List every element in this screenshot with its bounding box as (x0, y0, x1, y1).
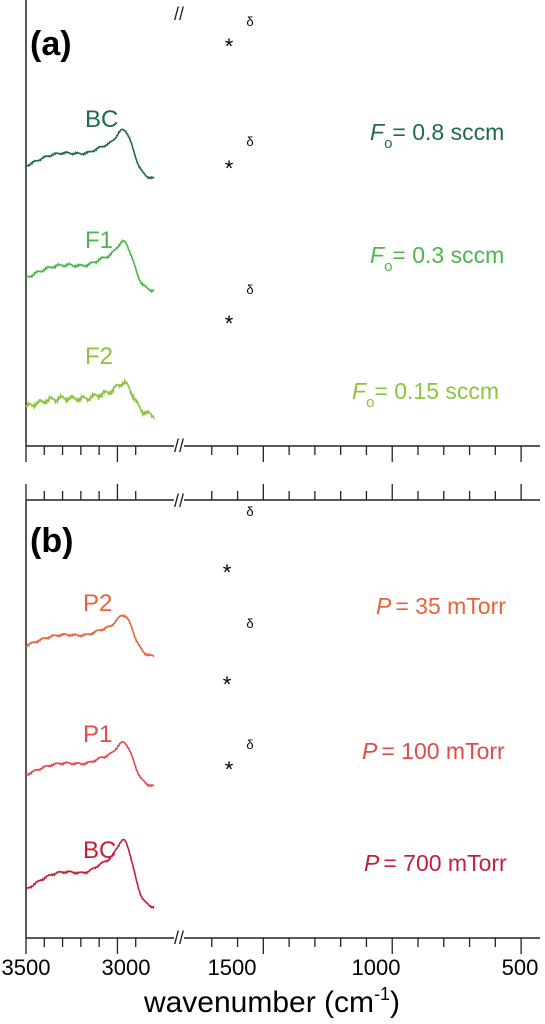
spectrum-p1-high (25, 740, 155, 788)
panel-b: // // (b) P2 P1 BC P = 35 mTorr P = 100 mT… (26, 484, 540, 954)
spectrum-bc-high (25, 128, 155, 180)
panel-a-ticks (25, 446, 522, 462)
star-marker-bc-a: * (225, 34, 234, 59)
panel-b-label: (b) (30, 522, 73, 560)
star-marker-f1: * (225, 156, 234, 181)
delta-marker-f2: δ (246, 282, 253, 297)
tick-label-3000: 3000 (102, 955, 151, 980)
annotation-f2: Fo= 0.15 sccm (352, 378, 499, 411)
panel-b-break-top: // (174, 491, 184, 511)
spectrum-p2-high (25, 614, 155, 658)
delta-marker-bc-a: δ (246, 14, 253, 29)
delta-marker-bc-b: δ (246, 737, 253, 752)
star-marker-f2: * (225, 311, 234, 336)
tick-label-1500: 1500 (208, 955, 257, 980)
panel-b-ticks (25, 484, 522, 954)
star-marker-p1: * (223, 672, 232, 697)
series-label-bc-b: BC (83, 837, 116, 864)
series-label-f2: F2 (85, 343, 113, 370)
spectrum-f2-high (25, 377, 155, 420)
annotation-f1: Fo= 0.3 sccm (370, 242, 504, 275)
panel-b-break-bottom: // (174, 928, 184, 948)
panel-a-label: (a) (30, 25, 72, 63)
star-marker-bc-b: * (225, 757, 234, 782)
series-label-f1: F1 (85, 227, 113, 254)
delta-marker-f1: δ (246, 134, 253, 149)
annotation-bc-a: Fo= 0.8 sccm (370, 119, 504, 152)
series-label-p2: P2 (83, 590, 112, 617)
panel-a: // // (a) BC F1 F2 Fo= 0.8 sccm Fo= 0.3 … (26, 0, 540, 462)
series-label-bc-a: BC (85, 106, 118, 133)
panel-a-break-bottom: // (174, 436, 184, 456)
series-label-p1: P1 (83, 721, 112, 748)
delta-marker-p2: δ (246, 504, 253, 519)
panel-b-curves (25, 614, 155, 910)
spectrum-bc-high (25, 838, 155, 910)
x-tick-labels: 3500 3000 1500 1000 500 (2, 955, 539, 980)
tick-label-3500: 3500 (2, 955, 51, 980)
panel-a-break-top: // (174, 4, 184, 24)
panel-a-curves (25, 128, 155, 420)
tick-label-500: 500 (502, 955, 539, 980)
star-marker-p2: * (223, 560, 232, 585)
spectrum-f1-high (25, 239, 155, 294)
tick-label-1000: 1000 (352, 955, 401, 980)
annotation-p2: P = 35 mTorr (376, 593, 506, 619)
delta-marker-p1: δ (246, 616, 253, 631)
annotation-p1: P = 100 mTorr (362, 738, 505, 764)
x-axis-title: wavenumber (cm-1) (143, 984, 400, 1019)
annotation-bc-b: P = 700 mTorr (364, 850, 507, 876)
